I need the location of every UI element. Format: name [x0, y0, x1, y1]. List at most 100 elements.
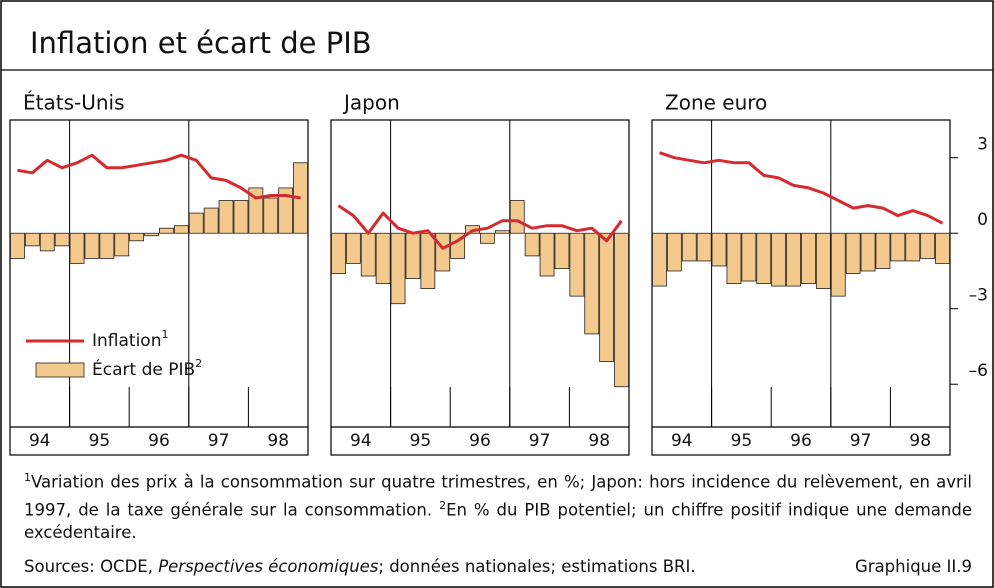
- line: [659, 151, 944, 225]
- sources-text: Perspectives économiques: [158, 557, 379, 576]
- x-tick-label: 97: [529, 431, 551, 451]
- sources-text: Sources: OCDE,: [24, 557, 159, 576]
- bar: [890, 232, 906, 262]
- bar: [69, 232, 85, 264]
- x-tick-label: 94: [671, 431, 693, 451]
- bar: [218, 200, 234, 234]
- bar: [159, 227, 174, 234]
- x-tick-label: 97: [208, 431, 230, 451]
- bar: [54, 232, 70, 247]
- bar: [233, 200, 249, 234]
- bar: [860, 232, 876, 272]
- bar: [278, 187, 294, 234]
- legend-label: Inflation1: [92, 328, 168, 351]
- bar: [569, 232, 585, 297]
- x-tick-label: 95: [731, 431, 753, 451]
- panel-frame: [330, 119, 630, 456]
- sources-text: ; données nationales; estimations BRI.: [378, 557, 696, 576]
- bar: [696, 232, 712, 262]
- chart-title: Inflation et écart de PIB: [30, 26, 372, 60]
- x-tick-label: 96: [148, 431, 170, 451]
- footnote: Variation des prix à la consommation sur…: [24, 472, 972, 520]
- bar: [554, 232, 570, 269]
- bar: [935, 232, 950, 264]
- bar: [599, 232, 615, 362]
- bar: [920, 232, 936, 259]
- bar: [494, 230, 510, 234]
- legend-note: 2: [195, 357, 202, 370]
- footnotes: 1Variation des prix à la consommation su…: [24, 466, 972, 544]
- x-tick-label: 98: [588, 431, 610, 451]
- panel-title: États-Unis: [23, 91, 125, 115]
- bar: [845, 232, 861, 274]
- panel-frame: [651, 119, 951, 456]
- bar: [652, 232, 667, 287]
- bar: [405, 232, 421, 279]
- legend-name: Écart de PIB: [92, 358, 195, 380]
- x-tick-label: 94: [29, 431, 51, 451]
- footnote-mark: 2: [439, 498, 447, 512]
- figure-label: Graphique II.9: [855, 557, 972, 576]
- bar: [741, 232, 757, 282]
- bar: [331, 232, 346, 274]
- bar: [786, 232, 801, 287]
- bar: [188, 212, 204, 234]
- legend-swatch: [35, 362, 85, 378]
- bar: [360, 232, 376, 277]
- bar: [666, 232, 682, 272]
- x-tick-label: 98: [267, 431, 289, 451]
- y-tick-label: 3: [977, 135, 988, 155]
- legend-name: Inflation: [92, 331, 161, 351]
- footnote-mark: 1: [24, 471, 31, 484]
- bar: [771, 232, 787, 287]
- bar: [420, 232, 436, 289]
- x-tick-label: 98: [909, 431, 931, 451]
- x-tick-label: 96: [790, 431, 812, 451]
- bar: [248, 187, 264, 234]
- bar: [375, 232, 391, 284]
- bar: [509, 200, 525, 234]
- bar: [129, 232, 145, 242]
- legend-label: Écart de PIB2: [92, 357, 202, 380]
- footnote: En % du PIB potentiel; un chiffre positi…: [24, 500, 972, 542]
- bar: [524, 232, 540, 257]
- legend-note: 1: [161, 328, 168, 341]
- x-tick-label: 94: [350, 431, 372, 451]
- line: [17, 153, 301, 200]
- line: [337, 204, 623, 250]
- bar: [711, 232, 727, 267]
- bar: [435, 232, 451, 272]
- bar: [905, 232, 921, 262]
- bar: [24, 232, 40, 247]
- x-tick-label: 97: [850, 431, 872, 451]
- bar: [801, 232, 816, 284]
- bar: [614, 232, 629, 388]
- bar: [815, 232, 831, 289]
- panel-frame: [9, 119, 309, 456]
- x-tick-label: 95: [410, 431, 432, 451]
- y-tick-label: –3: [969, 286, 988, 306]
- bar: [875, 232, 891, 269]
- bar: [584, 232, 600, 335]
- bar: [173, 225, 189, 234]
- bar: [114, 232, 130, 257]
- bar: [263, 197, 279, 234]
- sources: Sources: OCDE, Perspectives économiques;…: [24, 557, 972, 576]
- bar: [99, 232, 115, 259]
- bar: [681, 232, 697, 262]
- panel-title: Japon: [342, 91, 400, 115]
- y-tick-label: 0: [977, 210, 988, 230]
- y-tick-label: –6: [969, 361, 988, 381]
- bar: [726, 232, 742, 284]
- bar: [84, 232, 100, 259]
- bar: [144, 232, 159, 237]
- bar: [756, 232, 772, 284]
- bar: [830, 232, 846, 297]
- bar: [539, 232, 555, 277]
- bar: [345, 232, 361, 264]
- bar: [480, 232, 495, 244]
- bar: [10, 232, 25, 259]
